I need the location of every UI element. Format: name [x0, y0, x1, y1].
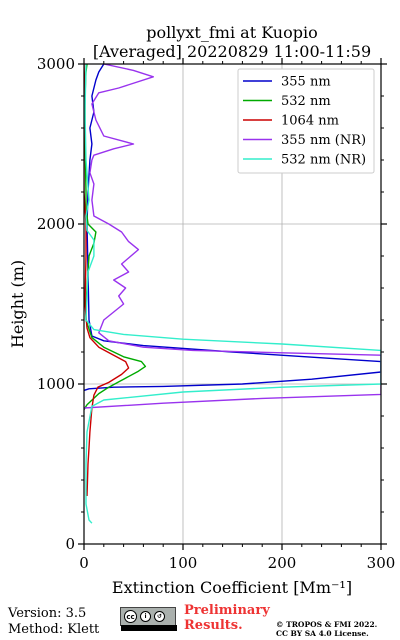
- copyright-line-1: © TROPOS & FMI 2022.: [276, 620, 378, 629]
- copyright-notice: © TROPOS & FMI 2022. CC BY SA 4.0 Licens…: [276, 620, 377, 638]
- method-text: Method: Klett: [8, 622, 100, 637]
- y-tick-label: 1000: [37, 375, 75, 393]
- legend-label: 355 nm (NR): [281, 133, 366, 148]
- chart-title: pollyxt_fmi at Kuopio: [146, 23, 317, 42]
- x-tick-label: 0: [79, 554, 89, 572]
- y-axis-label: Height (m): [8, 260, 27, 348]
- legend-label: 355 nm: [281, 75, 331, 90]
- series-line-4: [84, 64, 381, 524]
- y-tick-label: 2000: [37, 215, 75, 233]
- legend-label: 532 nm: [281, 94, 331, 109]
- y-tick-label: 3000: [37, 55, 75, 73]
- series-group: [84, 64, 381, 524]
- attribution-icon: i: [140, 611, 151, 622]
- y-tick-label: 0: [65, 535, 75, 553]
- cc-badge-footer: [121, 625, 177, 631]
- series-line-2: [84, 64, 130, 497]
- preliminary-notice: Preliminary Results.: [184, 603, 270, 633]
- plot-area-frame: [83, 63, 382, 545]
- version-text: Version: 3.5: [8, 606, 87, 621]
- x-axis-label: Extinction Coefficient [Mm⁻¹]: [112, 578, 352, 597]
- cc-license-badge: cc i ↺: [120, 607, 177, 631]
- footer-info: Version: 3.5 Method: Klett: [8, 606, 99, 638]
- preliminary-line-2: Results.: [184, 618, 243, 633]
- x-tick-label: 200: [268, 554, 297, 572]
- preliminary-line-1: Preliminary: [184, 603, 270, 618]
- series-line-3: [84, 64, 381, 409]
- extinction-profile-chart: pollyxt_fmi at Kuopio [Averaged] 2022082…: [8, 23, 396, 597]
- copyright-line-2: CC BY SA 4.0 License.: [276, 629, 369, 638]
- chart-subtitle: [Averaged] 20220829 11:00-11:59: [93, 42, 371, 61]
- legend: 355 nm 532 nm 1064 nm 355 nm (NR) 532 nm (NR…: [237, 68, 375, 174]
- share-alike-icon: ↺: [154, 611, 165, 622]
- x-tick-label: 100: [169, 554, 198, 572]
- axis-ticks: [78, 58, 387, 550]
- legend-box: [237, 68, 375, 174]
- legend-label: 532 nm (NR): [281, 153, 366, 168]
- legend-label: 1064 nm: [281, 114, 339, 129]
- cc-icon: cc: [124, 610, 137, 623]
- x-tick-label: 300: [367, 554, 396, 572]
